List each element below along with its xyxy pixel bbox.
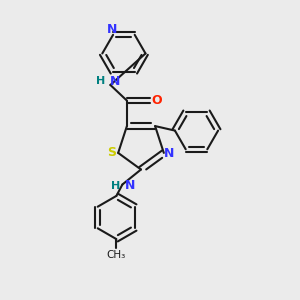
Text: N: N xyxy=(106,23,117,36)
Text: H: H xyxy=(96,76,105,86)
Text: S: S xyxy=(107,146,116,159)
Text: H: H xyxy=(111,181,120,191)
Text: O: O xyxy=(151,94,162,107)
Text: N: N xyxy=(125,179,135,193)
Text: CH₃: CH₃ xyxy=(107,250,126,260)
Text: N: N xyxy=(164,147,174,160)
Text: N: N xyxy=(110,75,120,88)
